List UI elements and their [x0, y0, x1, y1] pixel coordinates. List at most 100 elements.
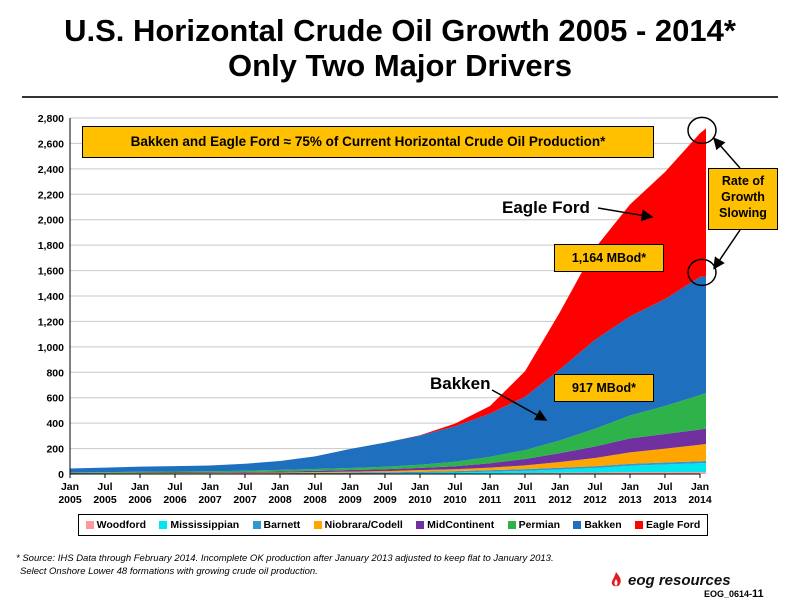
y-tick-label: 1,600	[38, 266, 64, 278]
legend-item: Eagle Ford	[635, 519, 700, 531]
arrow-growth-to-eagle-ford-peak	[713, 137, 741, 169]
y-tick-label: 2,600	[38, 138, 64, 150]
legend-label: Eagle Ford	[646, 519, 701, 531]
scope-footnote: Select Onshore Lower 48 formations with …	[20, 566, 318, 577]
area-niobrara-codell	[70, 443, 706, 474]
x-tick-label-year: 2008	[268, 494, 292, 506]
x-tick-label-month: Jul	[587, 481, 602, 493]
x-tick-label-month: Jul	[517, 481, 532, 493]
x-tick-label-year: 2005	[58, 494, 82, 506]
area-mississippian	[70, 462, 706, 474]
x-tick-label-year: 2007	[198, 494, 222, 506]
y-tick-label: 1,200	[38, 316, 64, 328]
legend-label: Niobrara/Codell	[324, 519, 403, 531]
legend-swatch	[85, 521, 94, 529]
x-tick-label-year: 2008	[303, 494, 327, 506]
y-tick-label: 200	[46, 444, 64, 456]
arrow-growth-to-bakken-peak	[713, 229, 741, 270]
chart-axes: 0 200 400 600 800 1,000 1,200 1,400 1,600 1,800 2,…	[38, 113, 712, 506]
x-tick-label-month: Jan	[691, 481, 709, 493]
x-tick-label-year: 2013	[618, 494, 642, 506]
y-tick-label: 2,200	[38, 189, 64, 201]
y-tick-label: 0	[58, 469, 64, 481]
title-divider	[22, 96, 778, 98]
growth-callout-line-2: Growth	[721, 190, 765, 204]
eagle-ford-volume-callout: 1,164 MBod*	[554, 244, 664, 272]
legend-swatch	[313, 521, 322, 529]
y-tick-label: 600	[46, 393, 64, 405]
growth-callout-line-1: Rate of	[721, 174, 765, 188]
x-tick-label-month: Jan	[201, 481, 219, 493]
x-tick-label-year: 2009	[338, 494, 362, 506]
eagle-ford-peak-circle	[687, 116, 717, 145]
x-tick-label-month: Jan	[621, 481, 639, 493]
legend-label: Permian	[518, 519, 560, 531]
x-tick-label-month: Jan	[411, 481, 429, 493]
bakken-peak-circle	[687, 258, 717, 287]
document-code-prefix: EOG_0614-	[704, 589, 753, 599]
x-tick-label-year: 2007	[233, 494, 257, 506]
legend-label: MidContinent	[427, 519, 495, 531]
arrow-bakken-label	[491, 389, 548, 421]
growth-slowing-callout: Rate of Growth Slowing	[708, 168, 778, 230]
y-tick-label: 2,000	[38, 215, 64, 227]
eagle-ford-area-label: Eagle Ford	[502, 198, 590, 217]
x-tick-label-year: 2013	[653, 494, 677, 506]
bakken-volume-callout: 917 MBod*	[554, 374, 654, 402]
legend-swatch	[573, 521, 582, 529]
document-code: EOG_0614-11	[704, 588, 764, 600]
legend-item: Mississippian	[159, 519, 239, 531]
x-tick-label-year: 2011	[514, 494, 537, 506]
y-tick-label: 2,800	[38, 113, 64, 125]
arrow-eagle-ford-label	[597, 207, 654, 222]
legend-label: Woodford	[96, 519, 147, 531]
x-tick-label-year: 2005	[93, 494, 117, 506]
y-tick-label: 1,000	[38, 342, 64, 354]
x-tick-label-month: Jan	[551, 481, 569, 493]
x-tick-label-year: 2009	[373, 494, 397, 506]
legend-label: Barnett	[263, 519, 301, 531]
x-tick-label-year: 2012	[548, 494, 572, 506]
y-tick-label: 2,400	[38, 164, 64, 176]
stacked-area-chart: 0 200 400 600 800 1,000 1,200 1,400 1,600 1,800 2,…	[38, 113, 741, 506]
x-tick-label-month: Jan	[271, 481, 289, 493]
x-tick-label-month: Jul	[237, 481, 252, 493]
area-barnett	[70, 461, 706, 474]
bakken-area-label: Bakken	[430, 374, 491, 393]
area-permian	[70, 393, 706, 473]
legend-swatch	[252, 521, 261, 529]
x-tick-label-month: Jan	[341, 481, 359, 493]
x-tick-label-year: 2006	[128, 494, 152, 506]
chart-areas	[70, 128, 706, 474]
legend-swatch	[159, 521, 168, 529]
legend-item: Bakken	[573, 519, 622, 531]
logo-text: eog resources	[628, 571, 731, 589]
title-line-2: Only Two Major Drivers	[228, 48, 572, 83]
legend-item: Woodford	[85, 519, 147, 531]
source-footnote: * Source: IHS Data through February 2014…	[16, 553, 554, 564]
x-tick-label-month: Jul	[657, 481, 672, 493]
x-tick-label-year: 2012	[583, 494, 607, 506]
legend-item: Niobrara/Codell	[313, 519, 403, 531]
chart-annotations	[491, 116, 741, 421]
x-tick-label-year: 2010	[408, 494, 432, 506]
area-eagle-ford	[70, 128, 706, 469]
y-tick-label: 1,400	[38, 291, 64, 303]
legend-swatch	[507, 521, 516, 529]
x-tick-label-month: Jul	[97, 481, 112, 493]
legend-swatch	[416, 521, 425, 529]
y-tick-label: 1,800	[38, 240, 64, 252]
x-tick-label-year: 2014	[688, 494, 712, 506]
legend-item: Permian	[507, 519, 560, 531]
legend-label: Bakken	[584, 519, 622, 531]
share-banner-callout: Bakken and Eagle Ford ≈ 75% of Current H…	[82, 126, 654, 158]
x-tick-label-year: 2011	[479, 494, 502, 506]
flame-icon	[611, 572, 621, 587]
y-tick-label: 400	[46, 418, 64, 430]
x-tick-label-year: 2010	[443, 494, 467, 506]
x-tick-label-month: Jul	[307, 481, 322, 493]
title-line-1: U.S. Horizontal Crude Oil Growth 2005 - …	[64, 13, 736, 48]
legend-swatch	[635, 521, 644, 529]
y-tick-label: 800	[46, 367, 64, 379]
x-tick-label-month: Jul	[167, 481, 182, 493]
